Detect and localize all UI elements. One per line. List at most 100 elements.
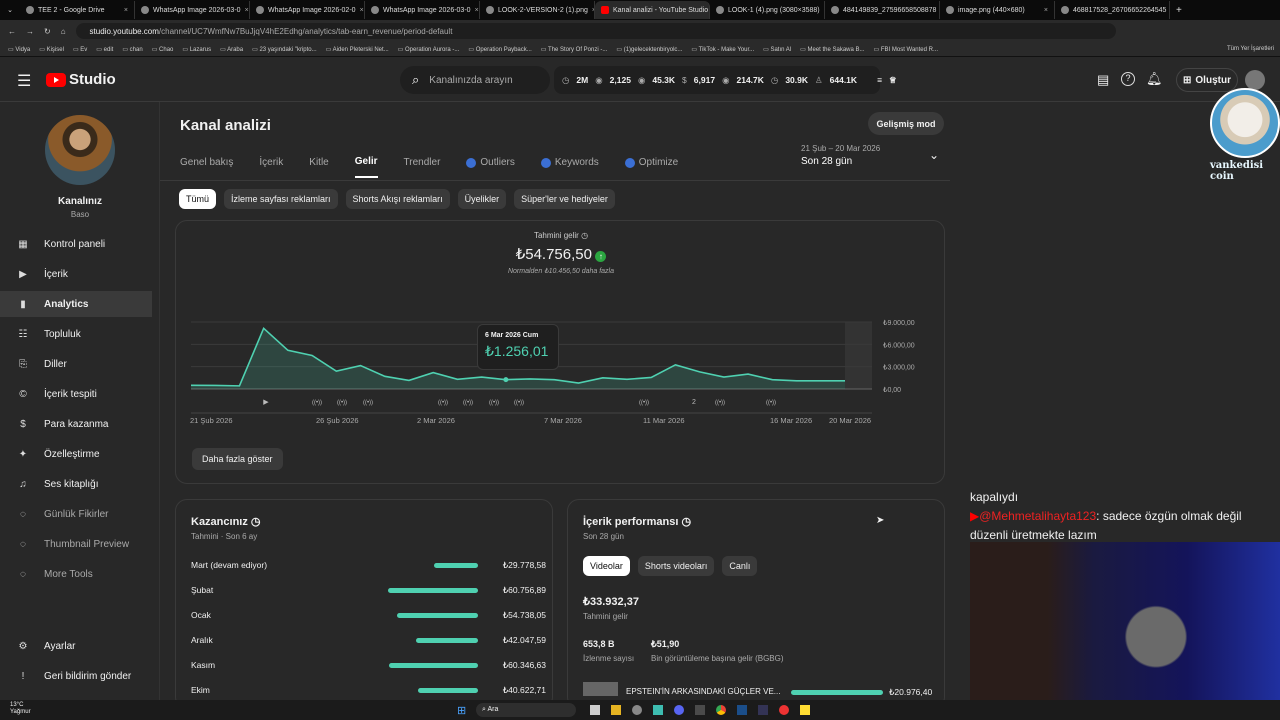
browser-tab[interactable]: LOOK-1 (4).png (3080×3588) × <box>710 1 825 19</box>
account-avatar[interactable] <box>1245 70 1265 90</box>
create-button[interactable]: ⊞ Oluştur <box>1176 68 1238 92</box>
bookmark[interactable]: ▭ Operation Payback... <box>468 46 531 53</box>
home-icon[interactable]: ⌂ <box>60 26 66 36</box>
tab-search-icon[interactable]: ⌄ <box>7 7 13 14</box>
help-icon[interactable]: ? <box>1121 72 1135 86</box>
menu-icon[interactable]: ☰ <box>17 73 32 90</box>
tab-i-erik[interactable]: İçerik <box>259 156 283 178</box>
close-icon[interactable]: × <box>123 6 128 14</box>
close-icon[interactable]: × <box>359 6 364 14</box>
app-icon[interactable] <box>779 705 789 715</box>
bookmark[interactable]: ▭ Lazarus <box>182 46 211 53</box>
tab-kitle[interactable]: Kitle <box>309 156 328 178</box>
search-input[interactable]: ⌕ Kanalınızda arayın <box>400 66 550 94</box>
tab-optimize[interactable]: Optimize <box>624 156 678 178</box>
sidebar-item-feedback[interactable]: ! Geri bildirim gönder <box>0 663 152 689</box>
sidebar-item-diller[interactable]: ⎘ Diller <box>0 351 152 377</box>
chip-live[interactable]: Canlı <box>722 556 758 576</box>
tab-gelir[interactable]: Gelir <box>354 156 378 178</box>
windows-start-icon[interactable]: ⊞ <box>457 705 467 717</box>
filter-chip[interactable]: Süper'ler ve hediyeler <box>514 189 615 209</box>
taskbar-search[interactable]: ⌕ Ara <box>476 703 576 717</box>
bookmark[interactable]: ▭ TikTok - Make Your... <box>691 46 754 53</box>
tab-keywords[interactable]: Keywords <box>540 156 599 178</box>
bookmark[interactable]: ▭ chan <box>122 46 142 53</box>
app-icon[interactable] <box>590 705 600 715</box>
bookmark[interactable]: ▭ Kişisel <box>39 46 64 53</box>
browser-tab[interactable]: Kanal analizi - YouTube Studio × <box>595 1 710 19</box>
sidebar-item-i-erik-tespiti[interactable]: © İçerik tespiti <box>0 381 152 407</box>
tab-trendler[interactable]: Trendler <box>404 156 441 178</box>
sidebar-item-kontrol-paneli[interactable]: ▦ Kontrol paneli <box>0 231 152 257</box>
sidebar-item-g-nl-k-fikirler[interactable]: ◌ Günlük Fikirler <box>0 501 152 527</box>
bookmark[interactable]: ▭ The Story Of Ponzi -... <box>541 46 608 53</box>
sidebar-item--zelle-tirme[interactable]: ✦ Özelleştirme <box>0 441 152 467</box>
browser-tab[interactable]: image.png (440×680) × <box>940 1 1055 19</box>
sidebar-item-para-kazanma[interactable]: $ Para kazanma <box>0 411 152 437</box>
url-input[interactable]: studio.youtube.com/channel/UC7WmfNw7BuJj… <box>75 23 1116 39</box>
sidebar-item-i-erik[interactable]: ▶ İçerik <box>0 261 152 287</box>
top-video-title[interactable]: EPSTEIN'İN ARKASINDAKİ GÜÇLER VE... <box>626 687 781 696</box>
video-thumbnail[interactable] <box>583 682 618 696</box>
tab-genel-bak-[interactable]: Genel bakış <box>180 156 233 178</box>
forward-icon[interactable]: → <box>26 26 34 36</box>
bookmark[interactable]: ▭ Chao <box>152 46 174 53</box>
studio-logo[interactable]: Studio <box>46 71 116 88</box>
chip-videos[interactable]: Videolar <box>583 556 630 576</box>
app-icon[interactable] <box>653 705 663 715</box>
bookmark[interactable]: ▭ Araba <box>220 46 243 53</box>
browser-tab[interactable]: 484149839_27596658508878 × <box>825 1 940 19</box>
list-icon[interactable]: ≡ <box>877 75 883 85</box>
revenue-chart[interactable]: ₺9.000,00 ₺6.000,00 ₺3.000,00 ₺0,00 ▶ ((•)) ((… <box>175 310 945 430</box>
back-icon[interactable]: ← <box>8 26 16 36</box>
browser-tab[interactable]: 468817528_26706652264545× <box>1055 1 1170 19</box>
chip-shorts[interactable]: Shorts videoları <box>637 556 715 576</box>
sidebar-item-more-tools[interactable]: ◌ More Tools <box>0 561 152 587</box>
sidebar-item-ses-kitapl-[interactable]: ♫ Ses kitaplığı <box>0 471 152 497</box>
show-more-button[interactable]: Daha fazla göster <box>192 448 283 470</box>
close-icon[interactable]: × <box>592 7 594 14</box>
bookmark[interactable]: ▭ Operation Aurora -... <box>398 46 460 53</box>
discord-icon[interactable] <box>674 705 684 715</box>
new-tab-icon[interactable]: + <box>1176 4 1182 16</box>
filter-chip[interactable]: Tümü <box>179 189 217 209</box>
chrome-icon[interactable] <box>716 705 726 715</box>
browser-tab[interactable]: TEE 2 - Google Drive × <box>20 1 135 19</box>
feedback-icon[interactable]: ▤ <box>1097 72 1110 87</box>
close-icon[interactable]: × <box>244 6 249 14</box>
close-icon[interactable]: × <box>824 7 825 14</box>
date-range-picker[interactable]: 21 Şub – 20 Mar 2026 Son 28 gün <box>801 144 880 167</box>
all-bookmarks[interactable]: Tüm Yer İşaretleri <box>1226 46 1274 52</box>
filter-chip[interactable]: Üyelikler <box>457 189 507 209</box>
sidebar-item-analytics[interactable]: ▮ Analytics <box>0 291 152 317</box>
sidebar-item-topluluk[interactable]: ☷ Topluluk <box>0 321 152 347</box>
app-icon[interactable] <box>758 705 768 715</box>
sidebar-item-thumbnail-preview[interactable]: ◌ Thumbnail Preview <box>0 531 152 557</box>
filter-chip[interactable]: İzleme sayfası reklamları <box>224 189 338 209</box>
browser-tab[interactable]: WhatsApp Image 2026-03-0 × <box>135 1 250 19</box>
close-icon[interactable]: × <box>474 6 479 14</box>
app-icon[interactable] <box>800 705 810 715</box>
bookmark[interactable]: ▭ FBI Most Wanted R... <box>874 46 938 53</box>
bookmark[interactable]: ▭ edit <box>96 46 113 53</box>
browser-tab[interactable]: WhatsApp Image 2026-03-0 × <box>365 1 480 19</box>
bookmark[interactable]: ▭ Meet the Sakawa B... <box>800 46 864 53</box>
folder-icon[interactable] <box>611 705 621 715</box>
chevron-down-icon[interactable]: ⌄ <box>929 148 940 162</box>
trophy-icon[interactable]: ♕ <box>889 74 897 85</box>
reload-icon[interactable]: ↻ <box>44 26 51 36</box>
notifications-icon[interactable]: 🔔︎ <box>1146 71 1163 86</box>
bookmark[interactable]: ▭ Satın Al <box>763 46 791 53</box>
browser-tab[interactable]: LOOK-2-VERSION-2 (1).png × <box>480 1 595 19</box>
advanced-mode-button[interactable]: Gelişmiş mod <box>868 112 944 135</box>
bookmark[interactable]: ▭ Aiden Pleterski Net... <box>326 46 389 53</box>
bookmark[interactable]: ▭ Vidya <box>8 46 30 53</box>
channel-avatar[interactable] <box>45 115 115 185</box>
bookmark[interactable]: ▭ (1)gelecektenbiryolc... <box>616 46 682 53</box>
steam-icon[interactable] <box>737 705 747 715</box>
app-icon[interactable] <box>632 705 642 715</box>
tab-outliers[interactable]: Outliers <box>466 156 515 178</box>
app-icon[interactable] <box>695 705 705 715</box>
bookmark[interactable]: ▭ 23 yaşındaki "kripto... <box>252 46 317 53</box>
browser-tab[interactable]: WhatsApp Image 2026-02-0 × <box>250 1 365 19</box>
